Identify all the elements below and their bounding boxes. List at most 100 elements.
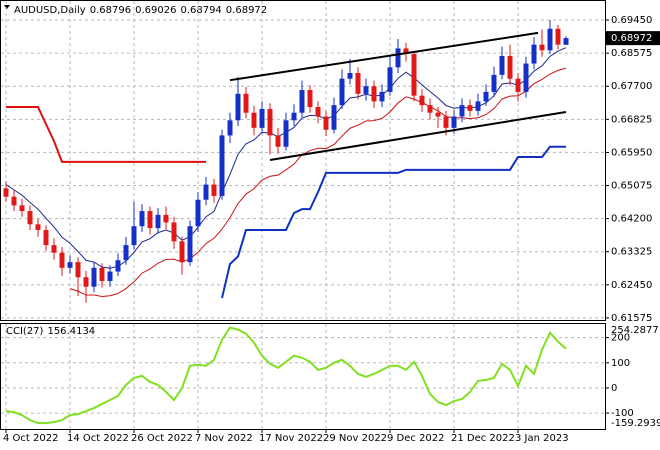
candle-body — [403, 48, 409, 55]
y-tick-label: 0.65075 — [611, 181, 652, 192]
low-value: 0.68794 — [180, 5, 221, 16]
candle-body — [563, 38, 569, 45]
indicator-line — [69, 67, 567, 298]
y-tick-label: 0.68575 — [611, 48, 652, 59]
x-tick-label: 7 Nov 2022 — [195, 433, 253, 444]
y-tick-label: 0.61575 — [611, 313, 652, 324]
candle-body — [219, 135, 225, 196]
candle-body — [283, 120, 289, 147]
candle-body — [395, 48, 401, 68]
cci-title: CCI(27) — [6, 326, 44, 337]
candle-body — [315, 107, 321, 117]
price-panel — [0, 0, 606, 321]
candle-body — [131, 226, 137, 246]
candle-body — [147, 211, 153, 229]
x-tick-label: 29 Nov 2022 — [323, 433, 387, 444]
price-label-box — [606, 31, 660, 46]
candle-body — [547, 28, 553, 51]
candle-body — [35, 224, 41, 230]
trendline — [269, 110, 567, 161]
indicator-line — [6, 106, 206, 163]
y-range-max-label: 254.2877 — [611, 325, 659, 336]
candle-body — [451, 116, 457, 128]
candle-body — [411, 54, 417, 96]
candle-body — [171, 222, 177, 242]
candle-body — [347, 73, 353, 79]
y-tick-label: 0.67700 — [611, 81, 652, 92]
x-tick-label: 26 Oct 2022 — [131, 433, 193, 444]
open-value: 0.68796 — [90, 5, 131, 16]
x-tick-label: 21 Dec 2022 — [451, 433, 515, 444]
candle-body — [59, 252, 65, 268]
candle-body — [203, 184, 209, 200]
candle-body — [3, 188, 9, 197]
cci-value: 156.4134 — [47, 326, 95, 337]
y-tick-label: 0.65950 — [611, 147, 652, 158]
y-range-min-label: -159.2939 — [611, 418, 660, 429]
candle-body — [115, 260, 121, 272]
y-tick-label: 0.69450 — [611, 15, 652, 26]
close-value: 0.68972 — [226, 5, 267, 16]
x-tick-label: 9 Dec 2022 — [387, 433, 445, 444]
candle-body — [523, 63, 529, 92]
candle-body — [499, 55, 505, 75]
symbol-title: AUDUSD,Daily — [14, 5, 86, 16]
candle-body — [251, 112, 257, 128]
candle-body — [275, 135, 281, 147]
candle-body — [307, 90, 313, 108]
y-tick-label: 0 — [611, 383, 617, 394]
candle-body — [211, 184, 217, 196]
candle-body — [259, 108, 265, 128]
candle-body — [371, 86, 377, 102]
y-tick-label: 0.64200 — [611, 214, 652, 225]
candle-body — [91, 267, 97, 287]
candle-body — [507, 55, 513, 79]
candle-body — [19, 205, 25, 212]
candle-body — [51, 245, 57, 253]
candle-body — [163, 214, 169, 223]
trendline — [229, 31, 539, 82]
candle-body — [323, 116, 329, 130]
candle-body — [363, 86, 369, 94]
candle-body — [291, 112, 297, 121]
candle-body — [235, 93, 241, 121]
candle-body — [107, 271, 113, 282]
candle-body — [419, 95, 425, 106]
candle-body — [27, 211, 33, 225]
y-tick-label: 100 — [611, 358, 630, 369]
candle-body — [155, 214, 161, 229]
candle-body — [555, 28, 561, 45]
indicator-line — [221, 145, 566, 299]
chart-header: AUDUSD,Daily 0.68796 0.69026 0.68794 0.68972 — [14, 5, 267, 16]
candle-body — [75, 262, 81, 278]
candle-body — [459, 105, 465, 117]
y-tick-label: 0.63325 — [611, 247, 652, 258]
current-price-label: 0.68972 — [611, 33, 652, 44]
candle-body — [123, 245, 129, 261]
candle-body — [379, 91, 385, 102]
candle-body — [475, 101, 481, 111]
candle-body — [99, 267, 105, 282]
y-tick-label: 0.62450 — [611, 280, 652, 291]
candle-body — [435, 112, 441, 117]
candle-body — [339, 78, 345, 106]
y-tick-label: 0.66825 — [611, 114, 652, 125]
candle-body — [515, 78, 521, 92]
candle-body — [179, 241, 185, 263]
candle-body — [387, 67, 393, 92]
x-tick-label: 3 Jan 2023 — [515, 433, 569, 444]
candle-body — [11, 196, 17, 206]
y-tick-label: -100 — [611, 408, 634, 419]
x-tick-label: 14 Oct 2022 — [67, 433, 129, 444]
x-tick-label: 17 Nov 2022 — [259, 433, 323, 444]
candle-body — [195, 199, 201, 227]
cci-header: CCI(27) 156.4134 — [6, 326, 95, 337]
candle-body — [187, 226, 193, 263]
candle-body — [299, 90, 305, 113]
candle-body — [43, 229, 49, 246]
candle-body — [539, 44, 545, 51]
candle-body — [67, 262, 73, 268]
candle-body — [531, 44, 537, 64]
